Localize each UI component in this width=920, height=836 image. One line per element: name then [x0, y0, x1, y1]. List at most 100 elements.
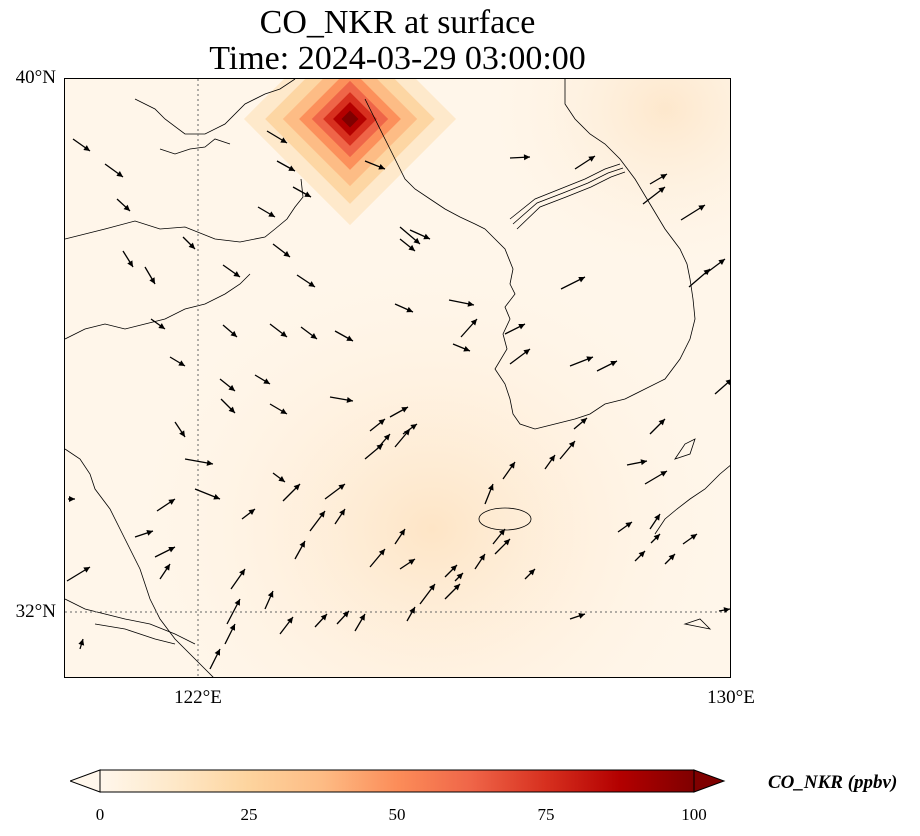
wind-arrow-head — [146, 530, 153, 536]
lon-label-130e: 130°E — [707, 687, 755, 708]
wind-arrow-head — [179, 430, 185, 437]
wind-arrow-head — [319, 511, 325, 518]
wind-arrow-head — [214, 649, 220, 656]
wind-arrow-head — [233, 271, 240, 277]
wind-arrow-head — [580, 418, 587, 425]
wind-arrow-head — [467, 300, 474, 307]
wind-arrow-head — [429, 584, 435, 591]
wind-arrow-head — [509, 462, 515, 469]
wind-arrow-head — [378, 549, 385, 556]
wind-arrow-head — [423, 233, 430, 240]
wind-arrow-head — [267, 591, 274, 598]
map-canvas — [65, 79, 730, 677]
wind-arrow-head — [213, 493, 220, 500]
wind-arrow-head — [406, 306, 413, 313]
wind-arrow-head — [409, 607, 415, 614]
colorbar-svg — [68, 769, 726, 793]
wind-arrow-head — [588, 156, 595, 162]
wind-arrow-head — [178, 360, 185, 366]
wind-arrow-head — [625, 522, 632, 528]
wind-arrow-head — [668, 554, 675, 561]
wind-arrow-head — [456, 573, 463, 580]
wind-arrow-head — [698, 205, 705, 211]
wind-arrow-head — [280, 330, 287, 337]
wind-arrow-head — [278, 476, 285, 482]
wind-arrow-head — [83, 567, 90, 573]
colorbar-label: CO_NKR (ppbv) — [768, 772, 898, 793]
wind-arrow-head — [399, 529, 405, 536]
wind-arrow-head — [339, 509, 345, 516]
wind-arrow-head — [660, 471, 667, 477]
wind-arrow-head — [310, 333, 317, 339]
lat-label-32n: 32°N — [15, 601, 56, 622]
colorbar — [68, 768, 726, 802]
wind-arrow-head — [78, 639, 85, 646]
co-plume — [243, 79, 457, 226]
colorbar-tick-100: 100 — [681, 805, 707, 824]
wind-arrow-head — [149, 277, 155, 284]
wind-arrow-head — [206, 459, 213, 466]
wind-arrow-head — [234, 599, 240, 606]
colorbar-tick-75: 75 — [537, 805, 555, 824]
wind-arrow-head — [293, 484, 300, 491]
wind-arrow-head — [346, 335, 353, 341]
wind-arrow-head — [123, 204, 130, 211]
wind-arrow-head — [286, 617, 293, 624]
wind-arrow-head — [528, 569, 535, 576]
wind-arrow-head — [408, 559, 415, 565]
map-panel — [64, 78, 731, 678]
wind-arrow-head — [503, 539, 510, 546]
wind-arrow-head — [453, 584, 460, 591]
wind-arrow-head — [280, 137, 287, 143]
wind-arrow-head — [498, 529, 505, 536]
wind-arrow-head — [578, 613, 585, 619]
wind-arrow-head — [168, 499, 175, 505]
wind-arrow-head — [83, 145, 90, 151]
wind-arrow-head — [263, 378, 270, 384]
wind-arrow-head — [248, 509, 255, 516]
coastlines — [65, 79, 730, 677]
wind-arrow-head — [230, 330, 237, 337]
wind-arrow-head — [378, 163, 385, 170]
wind-arrow-head — [280, 408, 287, 414]
wind-arrow-head — [463, 345, 470, 352]
wind-vector-field — [66, 130, 730, 670]
wind-arrow-head — [410, 424, 417, 430]
wind-arrow-head — [164, 564, 170, 571]
wind-arrow-head — [660, 174, 667, 180]
wind-arrow-head — [718, 259, 725, 265]
wind-arrow-head — [229, 624, 235, 631]
wind-arrow-head — [378, 419, 385, 426]
concentration-haze-northeast — [65, 79, 730, 677]
wind-arrow-head — [168, 547, 175, 553]
wind-arrow-head — [610, 361, 617, 367]
wind-arrow-head — [304, 191, 311, 197]
wind-arrow-head — [308, 281, 315, 287]
wind-arrow-head — [578, 277, 585, 283]
wind-arrow-head — [116, 171, 123, 177]
map-title: CO_NKR at surface — [259, 4, 536, 41]
wind-arrow-head — [518, 324, 525, 330]
wind-arrow-head — [640, 459, 647, 466]
lat-label-40n: 40°N — [15, 67, 56, 88]
colorbar-max-extend — [693, 769, 726, 793]
wind-arrow-head — [450, 565, 457, 572]
wind-arrow-head — [346, 397, 353, 403]
wind-arrow-head — [568, 441, 575, 448]
wind-arrow-head — [470, 319, 477, 326]
colorbar-min-extend — [68, 769, 101, 793]
wind-arrow-head — [69, 496, 75, 502]
wind-arrow-head — [299, 541, 305, 548]
wind-arrow-head — [658, 187, 665, 194]
gridlines — [65, 79, 730, 677]
wind-arrow-head — [723, 607, 730, 614]
colorbar-tick-50: 50 — [388, 805, 406, 824]
colorbar-tick-25: 25 — [240, 805, 258, 824]
wind-arrow-head — [479, 554, 485, 561]
wind-arrow-head — [158, 323, 165, 329]
wind-arrow-head — [653, 534, 660, 541]
wind-arrow-head — [228, 406, 235, 413]
wind-arrow-head — [487, 484, 494, 491]
colorbar-gradient — [99, 769, 695, 793]
lon-label-122e: 122°E — [174, 687, 222, 708]
